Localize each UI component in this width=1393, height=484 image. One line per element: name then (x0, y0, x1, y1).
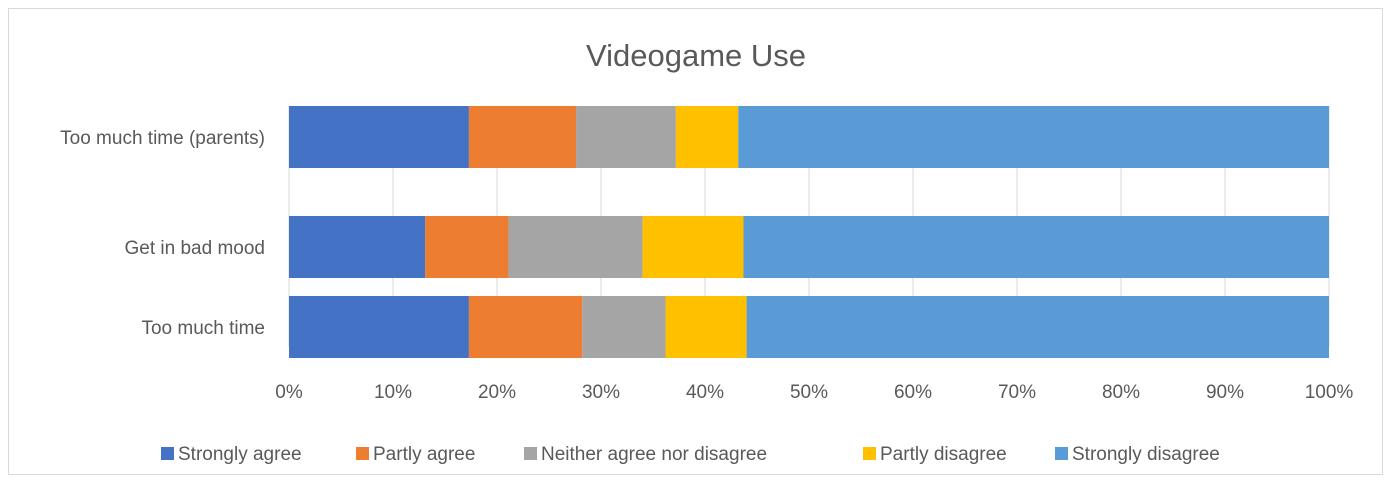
bars (289, 106, 1329, 358)
legend-item: Partly disagree (863, 444, 1007, 465)
category-labels: Too much time (parents) Get in bad mood To… (60, 128, 265, 339)
bar-segment (508, 216, 643, 278)
bar-segment (468, 106, 577, 168)
bar-segment (468, 296, 583, 358)
bar-segment (289, 106, 469, 168)
x-tick-label: 40% (686, 382, 724, 403)
chart-container: Videogame Use Too much time (parents) Get… (8, 8, 1383, 475)
category-label: Too much time (141, 318, 265, 339)
bar-segment (743, 216, 1329, 278)
x-tick-label: 80% (1102, 382, 1140, 403)
x-tick-label: 100% (1305, 382, 1354, 403)
legend-item: Neither agree nor disagree (524, 444, 767, 465)
legend-label: Partly disagree (880, 444, 1007, 465)
bar-segment (738, 106, 1329, 168)
x-tick-label: 70% (998, 382, 1036, 403)
legend-label: Neither agree nor disagree (541, 444, 767, 465)
category-label: Too much time (parents) (60, 128, 265, 149)
legend-label: Strongly disagree (1072, 444, 1220, 465)
legend-swatch (863, 447, 876, 460)
x-tick-label: 30% (582, 382, 620, 403)
legend: Strongly agree Partly agree Neither agree … (161, 444, 1220, 465)
legend-label: Strongly agree (178, 444, 302, 465)
bar-segment (289, 296, 469, 358)
bar-segment (746, 296, 1329, 358)
x-tick-label: 0% (275, 382, 303, 403)
legend-swatch (524, 447, 537, 460)
legend-item: Partly agree (356, 444, 475, 465)
bar-segment (665, 296, 747, 358)
legend-item: Strongly agree (161, 444, 302, 465)
x-tick-label: 20% (478, 382, 516, 403)
x-tick-label: 90% (1206, 382, 1244, 403)
x-tick-label: 50% (790, 382, 828, 403)
legend-label: Partly agree (373, 444, 475, 465)
legend-swatch (1055, 447, 1068, 460)
x-tick-label: 10% (374, 382, 412, 403)
bar-segment (642, 216, 744, 278)
bar-segment (582, 296, 666, 358)
x-tick-label: 60% (894, 382, 932, 403)
legend-swatch (356, 447, 369, 460)
bar-segment (576, 106, 676, 168)
bar-segment (425, 216, 509, 278)
chart-title: Videogame Use (586, 38, 806, 73)
legend-item: Strongly disagree (1055, 444, 1220, 465)
category-label: Get in bad mood (125, 238, 265, 259)
stacked-bar-chart: Videogame Use Too much time (parents) Get… (60, 38, 1353, 465)
legend-swatch (161, 447, 174, 460)
bar-segment (289, 216, 426, 278)
bar-segment (675, 106, 739, 168)
x-axis-ticks: 0% 10% 20% 30% 40% 50% 60% 70% 80% 90% 100% (275, 382, 1353, 403)
